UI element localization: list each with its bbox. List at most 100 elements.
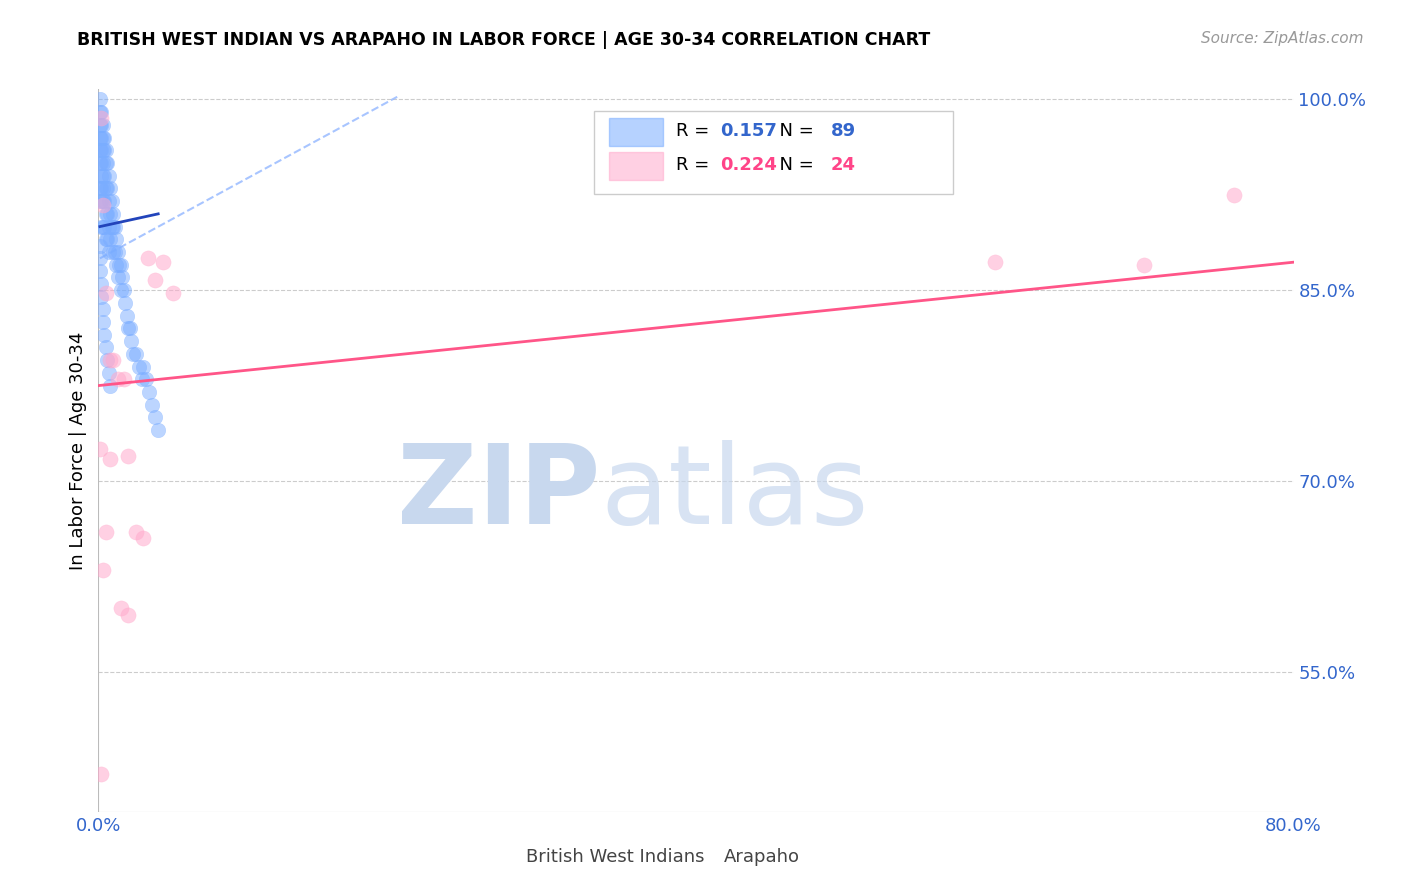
Text: Arapaho: Arapaho [724,847,800,865]
Point [91,169,114,183]
Point [104,245,127,260]
Point [90,289,112,303]
Point [138,384,160,399]
Point [114,296,136,310]
Point [110,283,132,297]
Point [125,347,148,361]
Point [128,359,150,374]
Point [96,232,118,246]
Point [132,359,155,374]
Point [89,194,111,208]
Point [103,207,125,221]
Text: 0.224: 0.224 [720,156,776,174]
Point [91,181,114,195]
Point [148,423,170,437]
Point [1223,187,1246,202]
Point [112,372,135,386]
Point [90,219,112,234]
Point [89,181,111,195]
Point [105,258,128,272]
Point [125,524,148,539]
Point [118,321,141,335]
Point [98,378,122,392]
Point [103,353,125,368]
Point [96,156,118,170]
Text: N =: N = [768,156,820,174]
Point [94,340,117,354]
Point [162,285,184,300]
Point [984,255,1007,269]
Point [89,130,111,145]
Point [89,118,111,132]
Point [96,207,118,221]
Point [91,156,114,170]
Point [93,327,115,342]
Point [89,252,111,266]
Point [93,143,115,157]
Point [97,366,120,380]
Point [91,118,114,132]
Point [117,449,139,463]
Point [103,219,125,234]
Point [97,194,120,208]
Point [98,353,122,368]
Point [98,207,122,221]
Point [90,130,112,145]
Point [94,232,117,246]
Point [91,194,114,208]
Point [101,194,124,208]
Point [90,143,112,157]
Point [90,169,112,183]
Point [89,92,111,106]
Point [97,245,120,260]
Point [90,194,112,208]
Point [97,169,120,183]
Point [96,353,118,368]
FancyBboxPatch shape [486,849,520,865]
Point [107,245,129,260]
Point [94,143,117,157]
Point [90,156,112,170]
Point [91,130,114,145]
Point [93,219,115,234]
Point [121,347,143,361]
Point [91,563,114,577]
Point [117,321,139,335]
Point [98,232,122,246]
Point [141,398,163,412]
Point [90,112,112,126]
Text: 89: 89 [831,122,856,140]
Point [1133,258,1156,272]
Point [101,219,124,234]
Text: British West Indians: British West Indians [526,847,704,865]
Point [90,181,112,195]
Point [107,270,129,285]
Point [103,245,125,260]
Point [110,601,132,615]
Point [152,255,174,269]
Point [98,181,122,195]
Point [131,372,153,386]
Point [135,372,157,386]
Point [91,143,114,157]
Point [117,607,139,622]
Point [94,285,117,300]
Point [104,219,127,234]
Point [91,219,114,234]
Point [94,156,117,170]
Point [93,194,115,208]
Point [96,181,118,195]
Point [90,277,112,291]
Point [94,524,117,539]
Point [98,452,122,467]
Y-axis label: In Labor Force | Age 30-34: In Labor Force | Age 30-34 [69,331,87,570]
FancyBboxPatch shape [685,849,717,865]
FancyBboxPatch shape [609,118,662,145]
Text: ZIP: ZIP [396,441,600,548]
Point [112,283,135,297]
Point [136,252,159,266]
Text: BRITISH WEST INDIAN VS ARAPAHO IN LABOR FORCE | AGE 30-34 CORRELATION CHART: BRITISH WEST INDIAN VS ARAPAHO IN LABOR … [77,31,931,49]
Point [107,372,129,386]
Point [94,181,117,195]
Point [89,143,111,157]
